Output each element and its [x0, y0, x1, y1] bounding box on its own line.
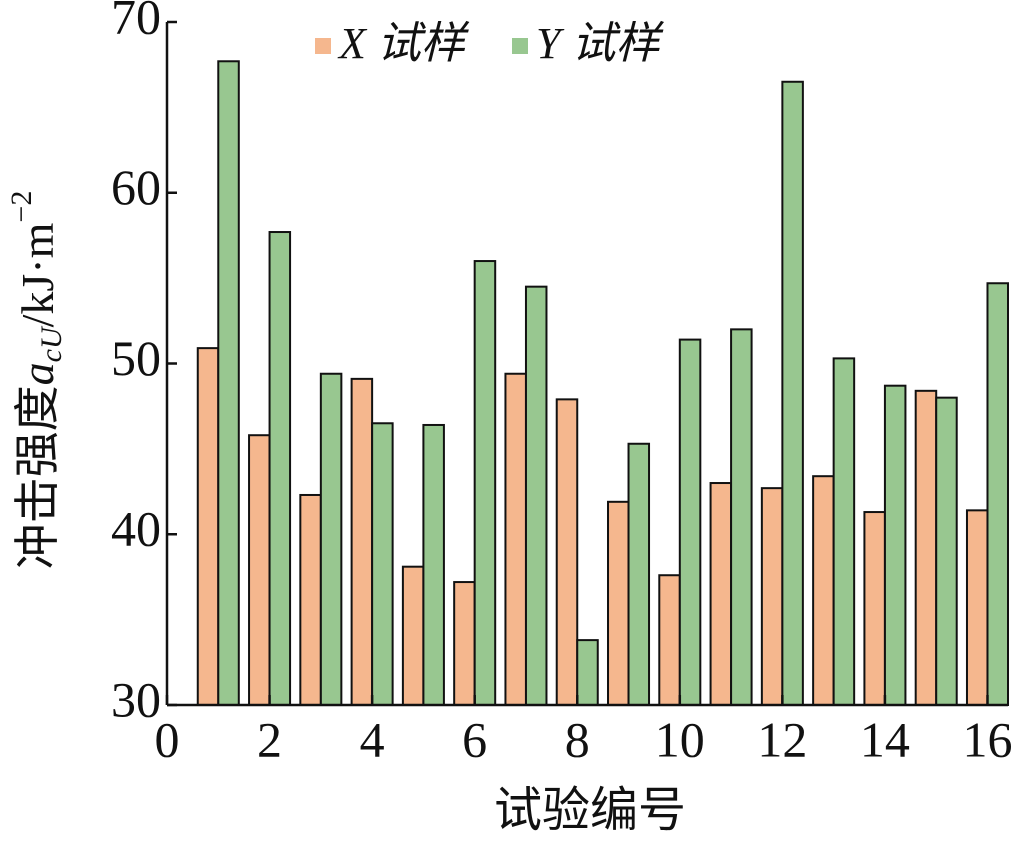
legend-swatch	[512, 38, 528, 54]
bar	[986, 282, 1009, 706]
y-axis-label: 冲击强度acU/kJ·m−2	[5, 191, 68, 570]
x-tick-label: 2	[257, 711, 282, 767]
bar	[935, 396, 958, 706]
bar	[473, 260, 497, 706]
bar	[914, 389, 938, 706]
bar	[863, 511, 886, 706]
bar	[607, 500, 630, 706]
x-axis-label: 试验编号	[494, 784, 686, 837]
bar	[730, 328, 753, 706]
legend-label: X 试样	[337, 19, 470, 68]
bar	[371, 422, 394, 706]
x-tick-label: 4	[360, 711, 385, 767]
x-tick-label: 8	[565, 711, 590, 767]
y-tick-label: 70	[111, 0, 161, 44]
x-tick-label: 12	[757, 711, 807, 767]
bar	[832, 357, 856, 706]
bar	[504, 372, 527, 706]
bar	[555, 398, 579, 706]
bar	[524, 285, 548, 706]
bar	[350, 377, 374, 706]
y-axis-label-part: −2	[5, 191, 38, 223]
legend-swatch	[315, 38, 331, 54]
y-tick-label: 50	[111, 330, 161, 386]
bar	[627, 442, 651, 706]
y-axis-label-part: cU	[35, 325, 68, 362]
bar	[217, 60, 240, 706]
y-axis-label-part: 冲击强度	[12, 385, 63, 569]
x-tick-label: 6	[462, 711, 487, 767]
bar	[453, 581, 476, 706]
y-axis-label-part: /kJ·m	[12, 222, 63, 327]
bar	[709, 482, 733, 706]
bar	[299, 493, 322, 707]
bar	[196, 347, 220, 706]
bar	[268, 231, 292, 707]
bar	[678, 338, 702, 706]
bar	[576, 639, 599, 706]
x-tick-label: 14	[860, 711, 910, 767]
y-tick-label: 40	[111, 501, 161, 557]
bar	[248, 434, 271, 706]
x-tick-label: 0	[155, 711, 180, 767]
y-tick-label: 30	[111, 671, 161, 727]
x-tick-label: 10	[655, 711, 705, 767]
x-tick-label: 16	[962, 711, 1012, 767]
bar	[760, 487, 784, 706]
bar	[812, 475, 835, 706]
bar	[658, 574, 681, 706]
bar	[422, 423, 445, 706]
bar	[781, 80, 804, 706]
y-axis-label-part: a	[12, 362, 63, 385]
bar	[883, 384, 907, 706]
bar	[319, 372, 343, 706]
y-tick-label: 60	[111, 159, 161, 215]
bar	[965, 509, 989, 706]
legend-label: Y 试样	[536, 19, 664, 68]
bar	[401, 565, 425, 706]
